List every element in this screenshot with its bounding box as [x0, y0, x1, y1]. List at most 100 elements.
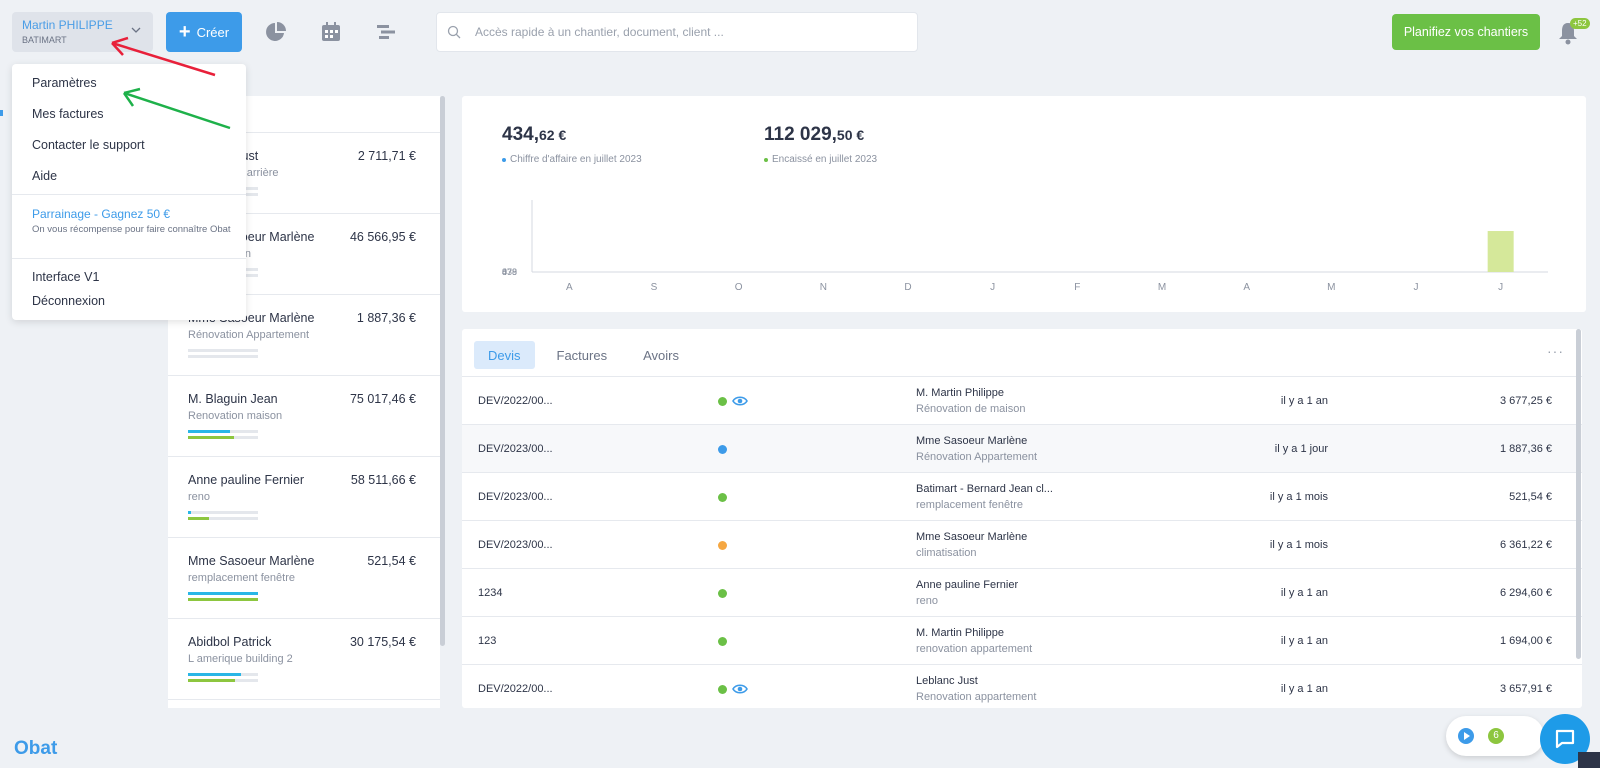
- table-row[interactable]: 1234 Anne pauline Fernier reno il y a 1 an 6…: [462, 568, 1582, 616]
- project-client-name: Anne pauline Fernier: [188, 473, 305, 487]
- quote-project: remplacement fenêtre: [916, 499, 1023, 511]
- stats-card: 434,62 € Chiffre d'affaire en juillet 20…: [462, 96, 1586, 312]
- progress-bar-blue: [188, 511, 191, 514]
- project-list-item[interactable]: M. Blaguin Jean Renovation maison 75 017,4…: [168, 376, 440, 457]
- table-row[interactable]: 123 M. Martin Philippe renovation appartem…: [462, 616, 1582, 664]
- quote-client: Anne pauline Fernier: [916, 579, 1019, 591]
- x-tick-label: J: [1498, 282, 1503, 293]
- eye-icon: [732, 396, 748, 406]
- y-tick-label: 878: [502, 267, 517, 277]
- tab-avoirs[interactable]: Avoirs: [643, 347, 679, 363]
- project-title: Rénovation Appartement: [188, 329, 310, 341]
- project-list-scrollbar[interactable]: [440, 96, 445, 646]
- table-row[interactable]: DEV/2023/00... Mme Sasoeur Marlène climati…: [462, 520, 1582, 568]
- quote-total: 6 294,60 €: [1500, 587, 1552, 599]
- project-list-header: [168, 96, 440, 133]
- status-dot: [718, 493, 727, 502]
- more-options-icon[interactable]: ···: [1547, 343, 1564, 359]
- table-row[interactable]: DEV/2022/00... Leblanc Just Renovation app…: [462, 664, 1582, 708]
- x-tick-label: F: [1074, 282, 1080, 293]
- revenue-dot: [502, 157, 506, 162]
- revenue-integer: 434,: [502, 124, 539, 145]
- menu-item-invoices[interactable]: Mes factures: [32, 107, 104, 121]
- user-dropdown-menu: Paramètres Mes factures Contacter le sup…: [12, 64, 246, 320]
- status-dot: [718, 589, 727, 598]
- project-title: remplacement fenêtre: [188, 572, 295, 584]
- menu-divider: [12, 258, 246, 259]
- create-button[interactable]: + Créer: [166, 12, 242, 52]
- table-row[interactable]: DEV/2023/00... Mme Sasoeur Marlène Rénovat…: [462, 424, 1582, 472]
- cashed-integer: 112 029,: [764, 124, 837, 145]
- quote-reference: DEV/2023/00...: [478, 539, 553, 551]
- status-dot: [718, 397, 727, 406]
- menu-item-help[interactable]: Aide: [32, 169, 58, 183]
- table-row[interactable]: DEV/2023/00... Batimart - Bernard Jean cl…: [462, 472, 1582, 520]
- pie-chart-icon[interactable]: [264, 20, 288, 44]
- help-widget[interactable]: 6: [1446, 716, 1544, 756]
- search-input[interactable]: [475, 25, 895, 39]
- menu-item-interface-v1[interactable]: Interface V1: [32, 270, 100, 284]
- menu-item-referral[interactable]: Parrainage - Gagnez 50 € On vous récompe…: [32, 207, 236, 235]
- cashed-decimal: 50 €: [836, 127, 865, 143]
- project-amount: 1 887,36 €: [356, 311, 416, 325]
- documents-table-card: Devis Factures Avoirs ··· DEV/2022/00...…: [462, 329, 1582, 708]
- project-progress: [188, 511, 258, 523]
- x-tick-label: S: [651, 282, 658, 293]
- eye-icon: [732, 684, 748, 694]
- plus-icon: +: [178, 21, 191, 43]
- table-row[interactable]: DEV/2022/00... M. Martin Philippe Rénovati…: [462, 376, 1582, 424]
- quote-total: 1 694,00 €: [1500, 635, 1552, 647]
- chat-icon: [1555, 729, 1575, 749]
- project-list-item[interactable]: Anne pauline Fernier reno 58 511,66 €: [168, 457, 440, 538]
- quote-total: 3 677,25 €: [1500, 395, 1552, 407]
- plan-projects-button[interactable]: Planifiez vos chantiers: [1392, 14, 1540, 50]
- menu-item-settings[interactable]: Paramètres: [32, 76, 97, 90]
- menu-item-support[interactable]: Contacter le support: [32, 138, 145, 152]
- quote-reference: DEV/2022/00...: [478, 683, 553, 695]
- project-progress: [188, 673, 258, 685]
- progress-bar-green: [188, 679, 235, 682]
- project-client-name: M. Blaguin Jean: [188, 392, 278, 406]
- tab-factures[interactable]: Factures: [556, 347, 608, 363]
- quote-date: il y a 1 jour: [1274, 443, 1328, 455]
- user-name: Martin PHILIPPE: [22, 18, 113, 32]
- chart-bar: [1487, 231, 1514, 272]
- project-progress: [188, 349, 258, 361]
- status-dot: [718, 445, 727, 454]
- table-scrollbar[interactable]: [1576, 329, 1581, 659]
- project-amount: 46 566,95 €: [349, 230, 416, 244]
- dev-toolbar-icon[interactable]: [1578, 752, 1600, 768]
- project-amount: 521,54 €: [367, 554, 416, 568]
- status-dot: [718, 685, 727, 694]
- quote-project: climatisation: [916, 547, 977, 559]
- progress-bar-green: [188, 598, 258, 601]
- user-menu-button[interactable]: Martin PHILIPPE BATIMART: [12, 12, 153, 52]
- cashed-dot: [764, 157, 768, 162]
- quote-total: 3 657,91 €: [1500, 683, 1552, 695]
- quote-client: Mme Sasoeur Marlène: [916, 531, 1028, 543]
- quote-project: reno: [916, 595, 939, 607]
- document-tabs: Devis Factures Avoirs: [474, 341, 693, 369]
- gantt-icon[interactable]: [374, 20, 398, 44]
- x-tick-label: A: [1243, 282, 1250, 293]
- project-list-item[interactable]: Abidbol Patrick L amerique building 2 30 1…: [168, 619, 440, 700]
- referral-title: Parrainage - Gagnez 50 €: [32, 207, 171, 221]
- progress-bar-blue: [188, 430, 230, 433]
- notification-badge: +52: [1570, 18, 1590, 29]
- menu-item-logout[interactable]: Déconnexion: [32, 294, 105, 308]
- project-progress: [188, 592, 258, 604]
- calendar-icon[interactable]: [319, 20, 343, 44]
- quote-total: 521,54 €: [1509, 491, 1552, 503]
- cashed-stat: 112 029,50 € Encaissé en juillet 2023: [764, 124, 877, 165]
- x-tick-label: N: [820, 282, 827, 293]
- referral-subtitle: On vous récompense pour faire connaître …: [32, 224, 231, 235]
- project-list-item[interactable]: Mme Sasoeur Marlène remplacement fenêtre 5…: [168, 538, 440, 619]
- sidebar-indicator: [0, 110, 3, 116]
- play-icon[interactable]: [1458, 728, 1474, 744]
- project-amount: 75 017,46 €: [349, 392, 416, 406]
- tab-devis[interactable]: Devis: [474, 341, 535, 369]
- progress-bar-green: [188, 436, 234, 439]
- search-bar[interactable]: [436, 12, 918, 52]
- quote-date: il y a 1 mois: [1269, 491, 1328, 503]
